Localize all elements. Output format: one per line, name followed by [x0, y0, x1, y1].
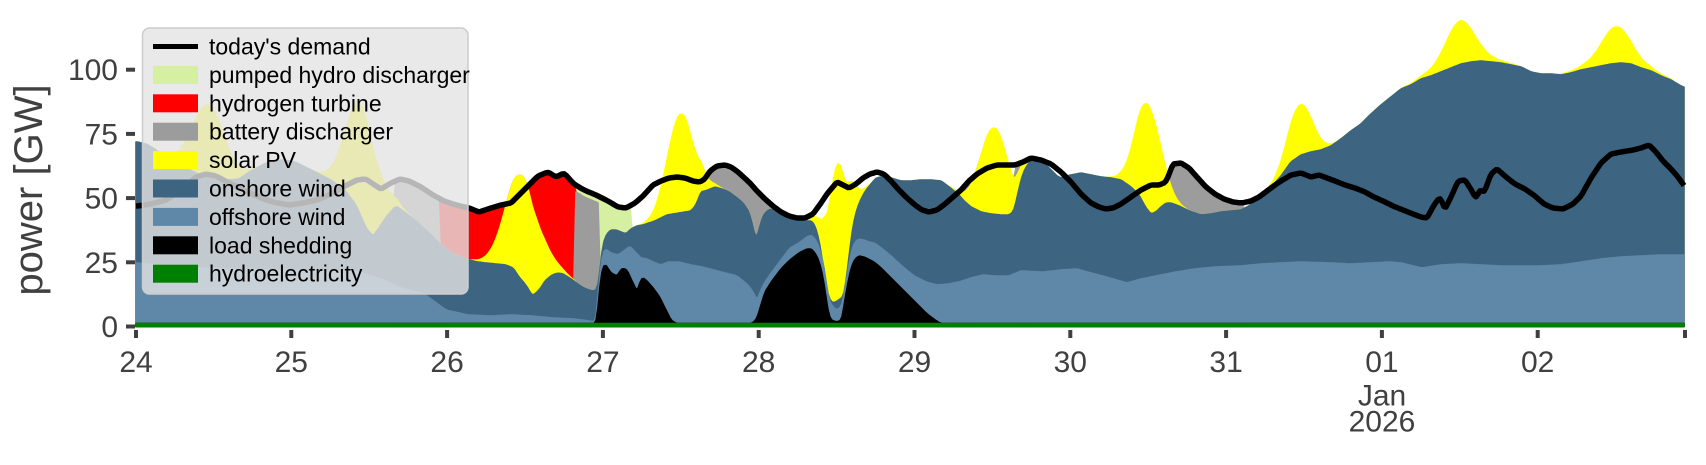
- svg-text:25: 25: [275, 346, 308, 379]
- svg-text:30: 30: [1054, 346, 1087, 379]
- svg-text:31: 31: [1209, 346, 1242, 379]
- svg-text:50: 50: [85, 183, 118, 216]
- svg-text:today's demand: today's demand: [209, 34, 371, 60]
- svg-text:100: 100: [68, 54, 118, 87]
- svg-text:2026: 2026: [1349, 406, 1416, 439]
- svg-text:25: 25: [85, 247, 118, 280]
- svg-text:27: 27: [586, 346, 619, 379]
- svg-text:offshore wind: offshore wind: [209, 204, 345, 230]
- svg-text:onshore wind: onshore wind: [209, 176, 346, 202]
- svg-text:26: 26: [430, 346, 463, 379]
- svg-text:battery discharger: battery discharger: [209, 119, 393, 145]
- svg-text:Jan: Jan: [1358, 380, 1406, 413]
- svg-text:02: 02: [1521, 346, 1554, 379]
- svg-text:29: 29: [898, 346, 931, 379]
- svg-text:24: 24: [119, 346, 152, 379]
- svg-text:01: 01: [1365, 346, 1398, 379]
- svg-text:load shedding: load shedding: [209, 232, 352, 258]
- svg-text:pumped hydro discharger: pumped hydro discharger: [209, 62, 470, 88]
- svg-text:solar PV: solar PV: [209, 147, 297, 173]
- svg-text:0: 0: [101, 311, 118, 344]
- svg-text:75: 75: [85, 118, 118, 151]
- svg-text:28: 28: [742, 346, 775, 379]
- svg-text:hydrogen turbine: hydrogen turbine: [209, 90, 382, 116]
- svg-text:hydroelectricity: hydroelectricity: [209, 261, 363, 287]
- svg-text:power [GW]: power [GW]: [7, 84, 51, 295]
